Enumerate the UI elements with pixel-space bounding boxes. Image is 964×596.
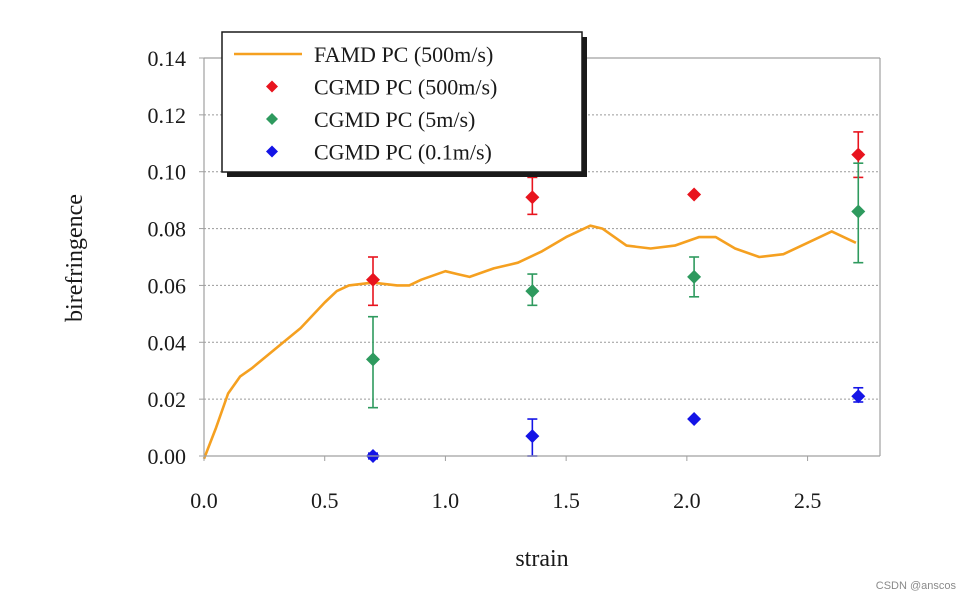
legend-label: FAMD PC (500m/s) [314, 42, 493, 67]
data-point [366, 272, 380, 287]
data-point [851, 204, 866, 219]
y-tick-label: 0.10 [148, 160, 187, 185]
data-point [525, 284, 540, 299]
data-point [366, 352, 380, 367]
data-point [851, 147, 866, 162]
famd-line [202, 224, 857, 460]
y-tick-label: 0.12 [148, 103, 187, 128]
data-point [687, 269, 702, 284]
y-tick-label: 0.08 [148, 217, 187, 242]
watermark: CSDN @anscos [875, 580, 956, 592]
data-point [851, 389, 866, 404]
x-tick-label: 1.0 [432, 488, 460, 513]
legend-marker [266, 80, 278, 93]
y-tick-label: 0.02 [148, 387, 187, 412]
plot-area [202, 131, 866, 463]
data-point [525, 190, 540, 205]
data-point [687, 412, 702, 427]
y-tick-label: 0.04 [148, 330, 187, 355]
legend-marker [266, 145, 278, 158]
axes: 0.00 0.02 0.04 0.06 0.08 0.10 0.12 0.14 0.0 0.5 1.… [148, 46, 881, 513]
legend-label: CGMD PC (5m/s) [314, 107, 475, 132]
y-tick-label: 0.06 [148, 273, 187, 298]
x-tick-label: 0.5 [311, 488, 339, 513]
x-tick-label: 2.0 [673, 488, 701, 513]
x-tick-label: 1.5 [552, 488, 580, 513]
y-tick-label: 0.14 [148, 46, 187, 71]
y-tick-label: 0.00 [148, 444, 187, 469]
legend-box [221, 31, 583, 173]
legend-label: CGMD PC (0.1m/s) [314, 140, 492, 165]
x-axis-label: strain [515, 546, 568, 572]
legend: FAMD PC (500m/s) CGMD PC (500m/s) CGMD PC … [221, 31, 587, 177]
x-tick-label: 2.5 [794, 488, 822, 513]
x-tick-label: 0.0 [190, 488, 218, 513]
legend-label: CGMD PC (500m/s) [314, 75, 497, 100]
data-point [687, 187, 702, 202]
data-point [525, 429, 540, 444]
y-axis-label: birefringence [62, 194, 88, 322]
legend-marker [266, 113, 278, 125]
